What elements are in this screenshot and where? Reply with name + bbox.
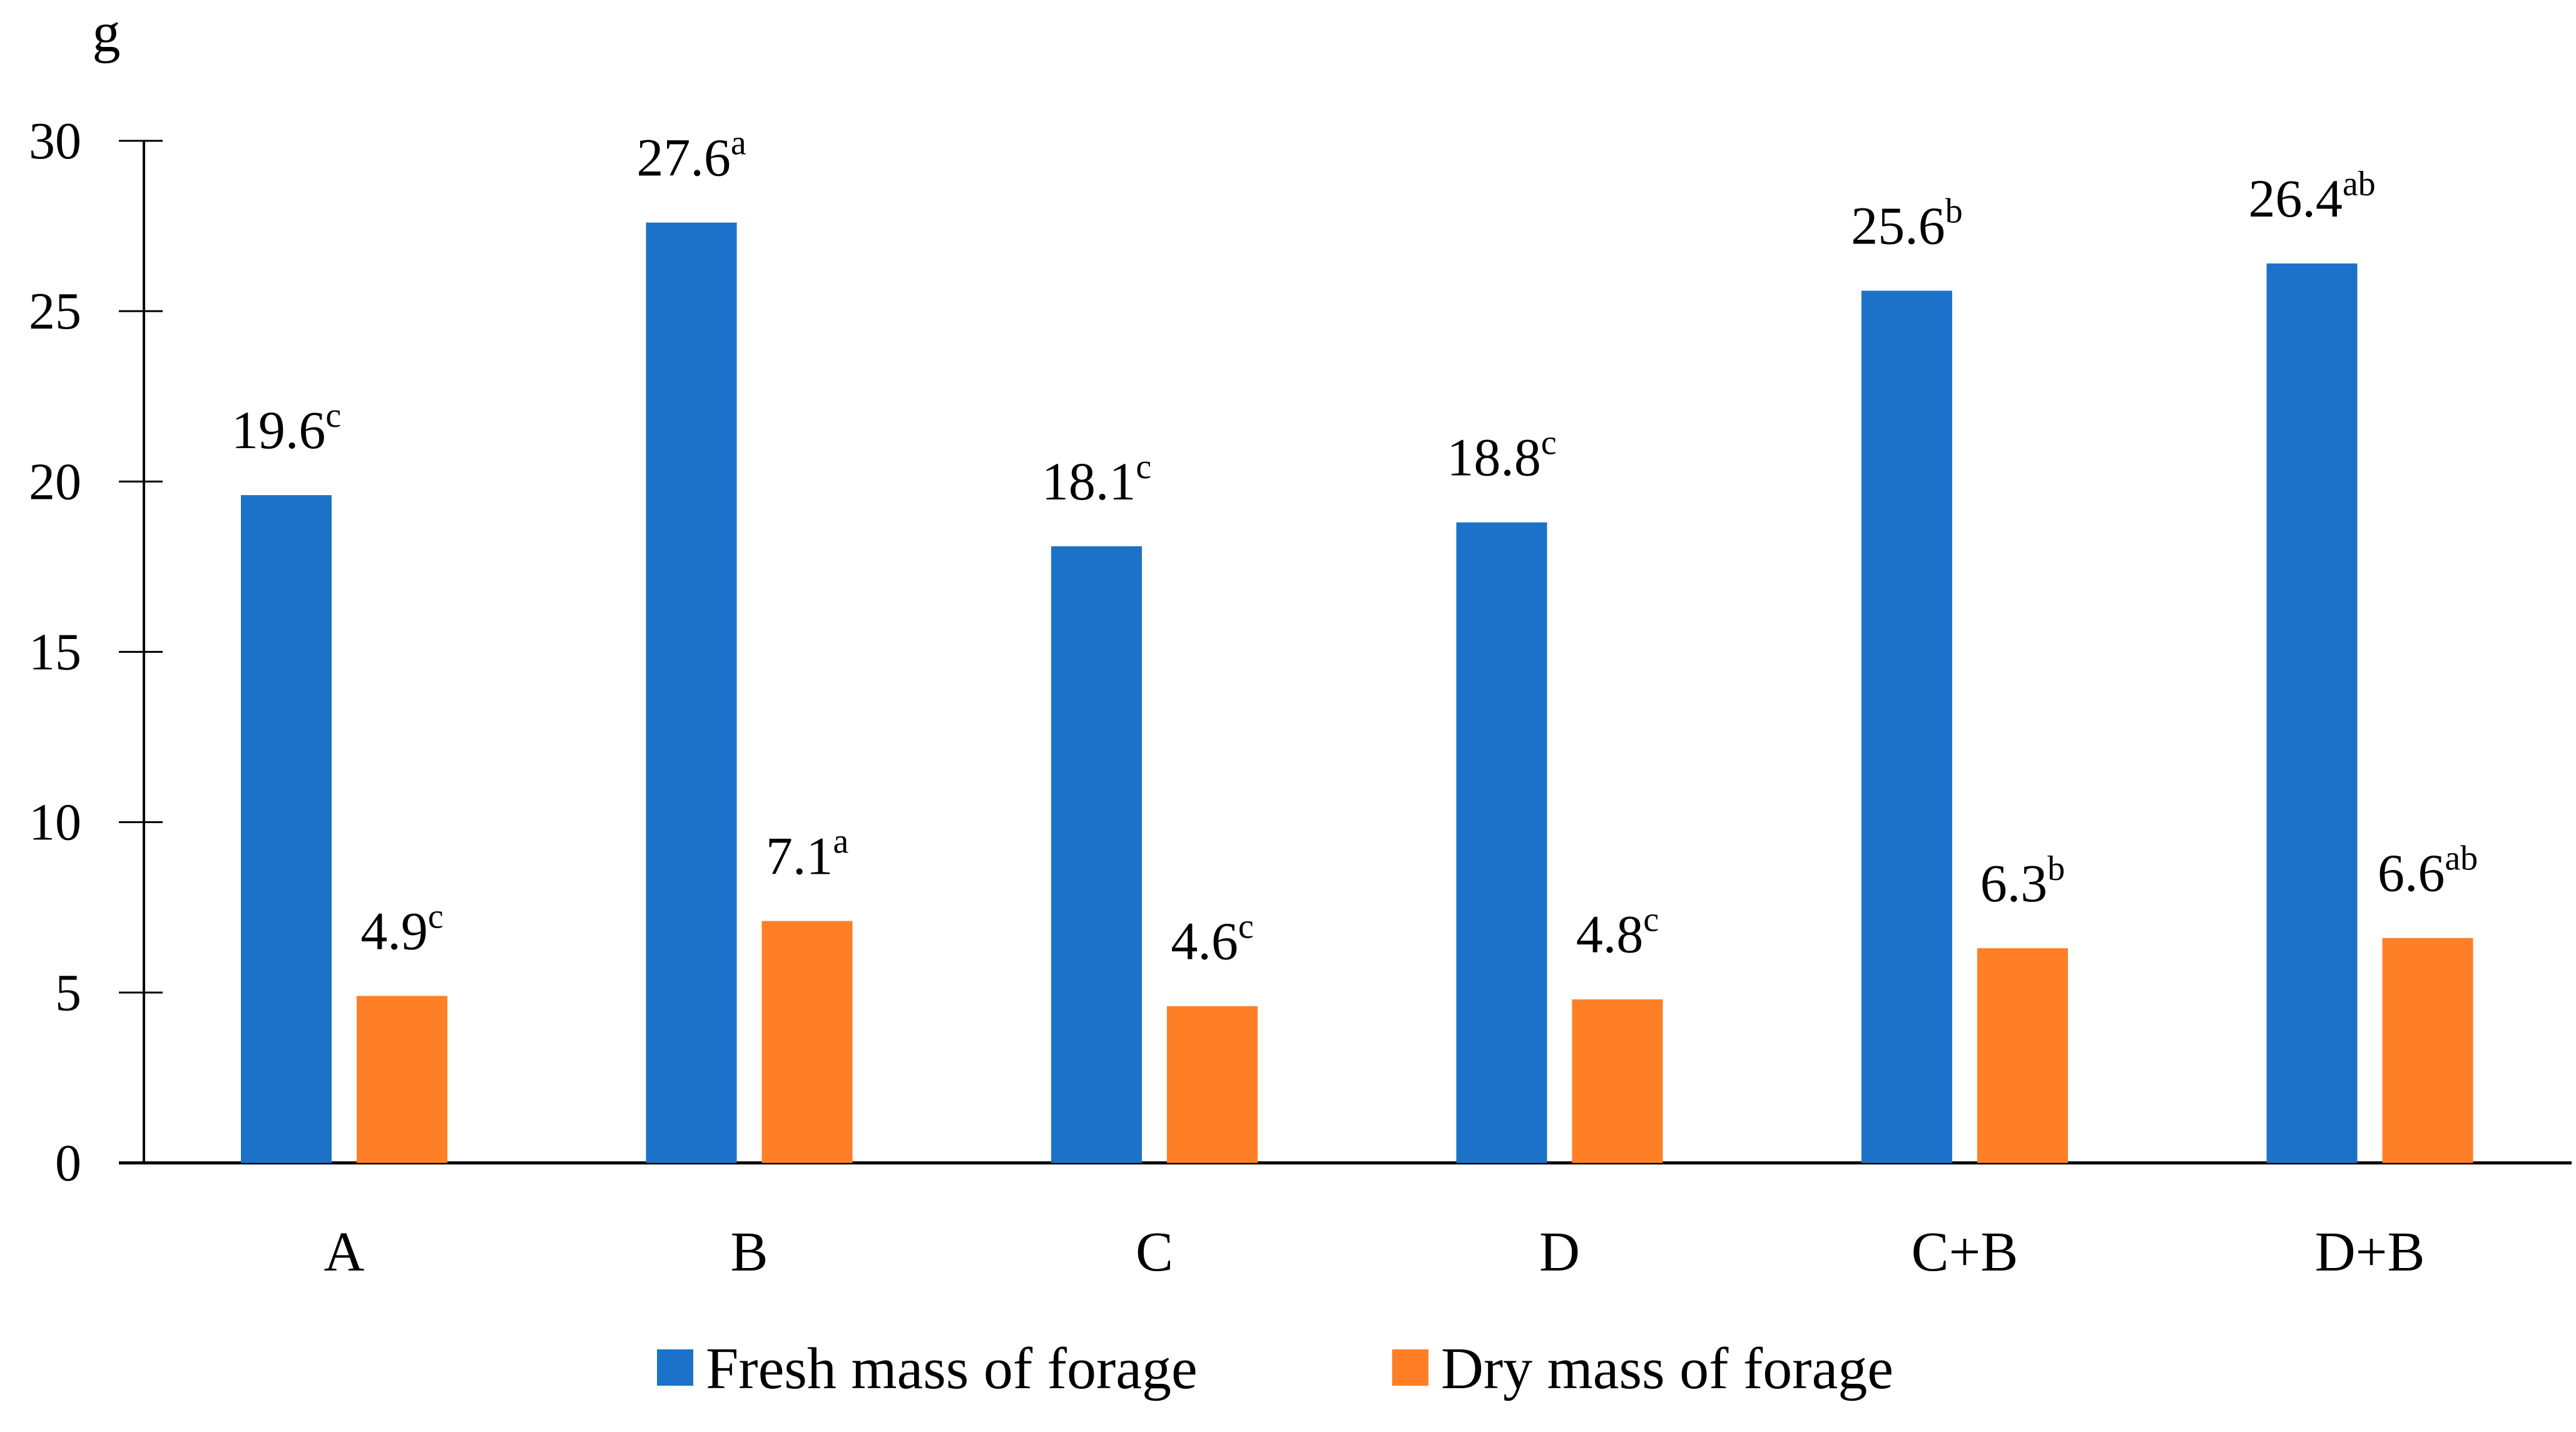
bar-fresh-d [1456, 522, 1547, 1163]
bar-dry-a [357, 996, 447, 1163]
y-tick-label: 25 [29, 282, 81, 340]
data-label-value: 27.6 [636, 128, 731, 188]
data-label-letter: c [1541, 424, 1557, 463]
data-label-letter: a [731, 124, 746, 163]
data-label-value: 6.3 [1980, 853, 2048, 913]
bar-fresh-b [646, 222, 737, 1163]
data-label: 6.3b [1980, 849, 2065, 913]
x-tick-label: C [1136, 1221, 1173, 1283]
data-label-value: 7.1 [766, 826, 833, 886]
legend-swatch-fresh [657, 1349, 693, 1386]
data-label-value: 4.6 [1171, 911, 1238, 971]
legend-label-dry: Dry mass of forage [1441, 1336, 1893, 1401]
data-label: 18.8c [1447, 424, 1556, 488]
bar-fresh-cplusb [1861, 290, 1952, 1164]
data-label-letter: ab [2445, 839, 2478, 878]
bar-dry-c [1167, 1006, 1258, 1163]
bar-dry-dplusb [2382, 938, 2473, 1163]
bar-fresh-c [1051, 546, 1142, 1163]
data-label-letter: c [1643, 901, 1659, 939]
data-label-value: 18.8 [1447, 427, 1541, 488]
data-label-letter: ab [2343, 165, 2376, 203]
data-label: 19.6c [232, 396, 341, 460]
x-tick-label: D+B [2315, 1221, 2425, 1283]
y-tick-label: 20 [29, 453, 81, 511]
y-tick-label: 10 [29, 794, 81, 852]
data-label-value: 19.6 [232, 400, 326, 460]
data-label-letter: c [428, 897, 444, 936]
data-label-value: 6.6 [2378, 843, 2445, 903]
data-label: 25.6b [1851, 192, 1963, 256]
bar-fresh-a [241, 495, 332, 1163]
y-tick-label: 0 [55, 1134, 81, 1192]
data-label-value: 26.4 [2248, 168, 2343, 228]
y-tick-label: 15 [29, 623, 81, 682]
bar-dry-b [761, 921, 853, 1163]
data-label-value: 4.9 [360, 901, 428, 961]
data-label-letter: b [1945, 192, 1963, 231]
bar-dry-d [1572, 999, 1663, 1163]
data-label: 27.6a [636, 124, 746, 188]
x-tick-label: A [324, 1221, 365, 1283]
x-tick-label: D [1539, 1221, 1580, 1283]
data-label-letter: c [325, 396, 341, 435]
data-label-value: 18.1 [1042, 451, 1136, 511]
data-label: 7.1a [766, 822, 849, 886]
data-label: 26.4ab [2248, 165, 2375, 228]
data-label: 4.9c [360, 897, 443, 961]
data-label-value: 25.6 [1851, 196, 1945, 256]
data-label-value: 4.8 [1576, 904, 1644, 964]
data-label: 4.6c [1171, 908, 1253, 971]
data-label-letter: c [1136, 447, 1151, 486]
data-label: 4.8c [1576, 901, 1659, 964]
legend-label-fresh: Fresh mass of forage [706, 1336, 1198, 1401]
y-tick-label: 30 [29, 112, 81, 170]
data-label-letter: b [2047, 849, 2065, 888]
data-label-letter: c [1238, 908, 1254, 946]
y-tick-label: 5 [55, 964, 81, 1022]
x-tick-label: B [730, 1221, 768, 1283]
legend-swatch-dry [1392, 1349, 1428, 1386]
y-unit-label: g [93, 2, 121, 64]
bar-fresh-dplusb [2266, 263, 2358, 1164]
x-tick-label: C+B [1912, 1221, 2019, 1283]
bar-dry-cplusb [1977, 948, 2068, 1163]
data-label-letter: a [833, 822, 848, 861]
data-label: 6.6ab [2378, 839, 2478, 903]
data-label: 18.1c [1042, 447, 1151, 511]
